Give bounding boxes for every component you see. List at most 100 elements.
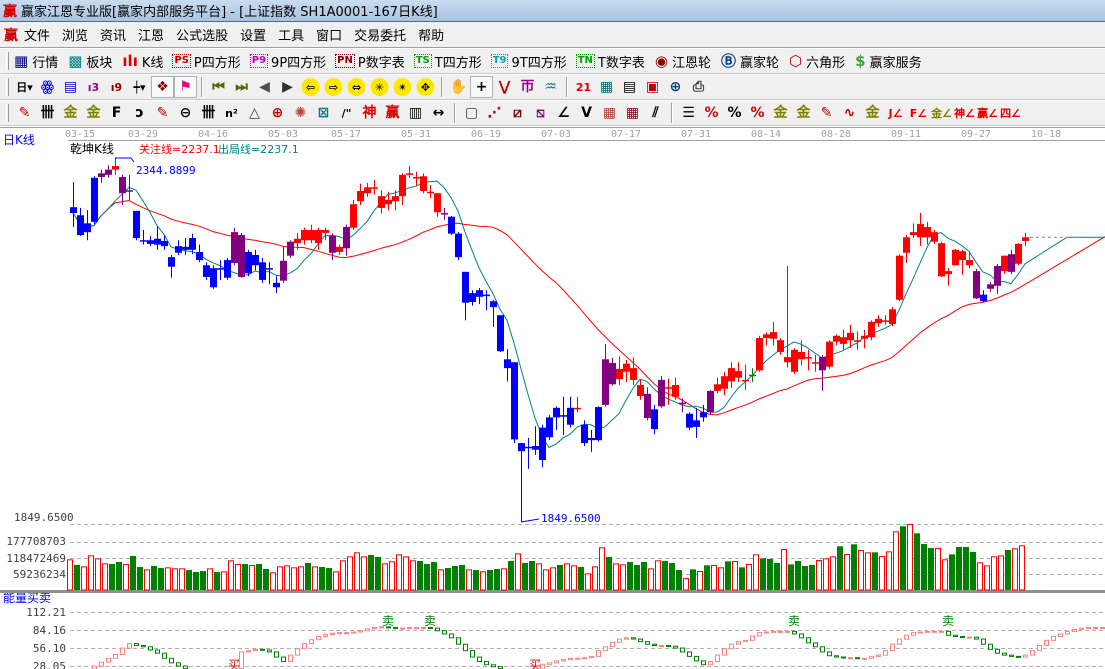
circle-cycle-icon[interactable]: ⊖ bbox=[179, 105, 192, 121]
web-icon[interactable]: ✺ bbox=[294, 105, 307, 121]
scroll-right-icon[interactable]: ▶ bbox=[282, 79, 293, 95]
pattern-tool-icon[interactable]: 帀 bbox=[520, 79, 535, 95]
toolbar-button-sector-blocks[interactable]: ▩ 板块 bbox=[67, 52, 112, 71]
angle-fan-icon[interactable]: ∠ bbox=[557, 105, 570, 121]
toolbar-button-quote-table[interactable]: ▦ 行情 bbox=[13, 52, 58, 71]
menu-browse[interactable]: 浏览 bbox=[62, 29, 89, 44]
square-web-icon[interactable]: ⊠ bbox=[317, 105, 330, 121]
box-fan-icon[interactable]: ⧅ bbox=[536, 105, 545, 121]
crosshair-icon[interactable]: + bbox=[470, 76, 493, 98]
percent-icon[interactable]: % bbox=[727, 105, 742, 121]
measure-icon[interactable]: ↔ bbox=[432, 105, 445, 121]
period-day-dropdown[interactable]: 日▾ bbox=[16, 80, 33, 94]
time-lines-icon[interactable]: 卌 bbox=[201, 105, 216, 121]
last-bar-icon[interactable]: ⏭ bbox=[235, 79, 248, 95]
map-icon[interactable]: ❖ bbox=[151, 76, 174, 98]
save-disk-icon[interactable]: ▣ bbox=[645, 79, 660, 95]
menu-gann[interactable]: 江恩 bbox=[138, 29, 165, 44]
move-left-icon[interactable]: ⇦ bbox=[299, 76, 322, 98]
indicator-9-icon[interactable]: ı9 bbox=[110, 80, 123, 94]
menu-tools[interactable]: 工具 bbox=[278, 29, 305, 44]
four-angle-icon[interactable]: 四∠ bbox=[1000, 106, 1021, 120]
toolbar-button-9p-square[interactable]: P9 9P四方形 bbox=[249, 52, 326, 71]
pen-icon[interactable]: ✎ bbox=[18, 105, 31, 121]
v-lines-icon[interactable]: V bbox=[581, 105, 592, 121]
menu-window[interactable]: 窗口 bbox=[316, 29, 343, 44]
toolbar-button-kline[interactable]: ılı K线 bbox=[121, 52, 163, 71]
menu-file[interactable]: 文件 bbox=[24, 29, 51, 44]
toolbar-grip[interactable] bbox=[6, 104, 9, 122]
gold-circle-icon[interactable]: 金 bbox=[773, 105, 788, 121]
marker-icon[interactable]: ✎ bbox=[820, 105, 833, 121]
toolbar-button-t-square[interactable]: TS T四方形 bbox=[413, 52, 482, 71]
toolbar-button-p-square[interactable]: PS P四方形 bbox=[172, 52, 241, 71]
grid-icon[interactable]: ▦ bbox=[602, 105, 617, 121]
fan-icon[interactable]: ⋰ bbox=[487, 105, 502, 121]
toolbar-button-9t-square[interactable]: T9 9T四方形 bbox=[490, 52, 567, 71]
fibonacci-lines-icon[interactable]: F bbox=[111, 105, 122, 121]
triangle-icon[interactable]: △ bbox=[249, 105, 260, 121]
toolbar-button-dollar-service[interactable]: $ 赢家服务 bbox=[854, 52, 921, 71]
menu-news[interactable]: 资讯 bbox=[100, 29, 127, 44]
panel-divider[interactable] bbox=[0, 590, 1105, 593]
toolbar-grip[interactable] bbox=[6, 52, 9, 70]
flag-icon[interactable]: ⚑ bbox=[174, 76, 197, 98]
line-tool-icon[interactable]: ⋁ bbox=[498, 79, 511, 95]
target-circle-icon[interactable]: ⊕ bbox=[271, 105, 284, 121]
shen-lines-icon[interactable]: 神 bbox=[362, 105, 377, 121]
square-lines-icon[interactable]: n² bbox=[225, 106, 238, 120]
calendar-icon[interactable]: 21 bbox=[575, 80, 592, 94]
gold-icon[interactable]: 金 bbox=[865, 105, 880, 121]
first-bar-icon[interactable]: ⏮ bbox=[212, 79, 225, 95]
document-icon[interactable]: ▤ bbox=[622, 79, 637, 95]
parallel-lines-icon[interactable]: 卌 bbox=[40, 105, 55, 121]
ruler-icon[interactable]: ▥ bbox=[408, 105, 423, 121]
menu-logo[interactable]: 赢 bbox=[4, 27, 18, 44]
color-scheme-icon[interactable]: ꙮ bbox=[40, 79, 55, 95]
printer-icon[interactable]: ⎙ bbox=[692, 79, 705, 95]
gold-lines-2-icon[interactable]: 金 bbox=[86, 105, 101, 121]
gold-level-icon[interactable]: 金 bbox=[796, 105, 811, 121]
menu-formula-screen[interactable]: 公式选股 bbox=[176, 29, 229, 44]
move-all-icon[interactable]: ✥ bbox=[414, 76, 437, 98]
move-right-icon[interactable]: ⇨ bbox=[322, 76, 345, 98]
toolbar-button-t-number-table[interactable]: TN T数字表 bbox=[575, 52, 645, 71]
network-icon[interactable]: ⊕ bbox=[669, 79, 682, 95]
zoom-out-icon[interactable]: ✴ bbox=[391, 76, 414, 98]
hand-icon[interactable]: ✋ bbox=[449, 79, 468, 95]
box-diagonal-icon[interactable]: ⧄ bbox=[513, 105, 522, 121]
toolbar-button-hexagon[interactable]: ⬡ 六角形 bbox=[788, 52, 845, 71]
percent-lines-icon[interactable]: % bbox=[750, 105, 765, 121]
shen-angle-icon[interactable]: 神∠ bbox=[954, 106, 975, 120]
angle-lines-icon[interactable]: /" bbox=[341, 106, 352, 120]
list-icon[interactable]: ☰ bbox=[682, 105, 695, 121]
toolbar-grip[interactable] bbox=[6, 78, 9, 96]
menu-help[interactable]: 帮助 bbox=[418, 29, 445, 44]
sine-wave-icon[interactable]: ∿ bbox=[843, 105, 856, 121]
ying-lines-icon[interactable]: 赢 bbox=[385, 105, 400, 121]
wave-tool-icon[interactable]: ♒ bbox=[544, 79, 557, 95]
toolbar-button-winner-wheel[interactable]: Ⓑ 赢家轮 bbox=[720, 52, 779, 71]
calculator-icon[interactable]: ▦ bbox=[599, 79, 614, 95]
j-angle-icon[interactable]: J∠ bbox=[888, 106, 903, 120]
gold-angle-icon[interactable]: 金∠ bbox=[931, 106, 952, 120]
zoom-width-icon[interactable]: ⇔ bbox=[345, 76, 368, 98]
indicator-3-icon[interactable]: ı3 bbox=[87, 80, 100, 94]
ying-angle-icon[interactable]: 赢∠ bbox=[977, 106, 998, 120]
pen-ruler-icon[interactable]: ✎ bbox=[156, 105, 169, 121]
toolbar-button-gann-wheel[interactable]: ◉ 江恩轮 bbox=[654, 52, 711, 71]
notes-icon[interactable]: ▤ bbox=[63, 79, 78, 95]
candle-type-dropdown[interactable]: ┿▾ bbox=[133, 80, 146, 94]
spiral-icon[interactable]: ↄ bbox=[135, 105, 144, 121]
channel-icon[interactable]: ⫽ bbox=[652, 105, 659, 121]
menu-trade[interactable]: 交易委托 bbox=[354, 29, 407, 44]
f-angle-icon[interactable]: F∠ bbox=[909, 106, 928, 120]
percent-line-icon[interactable]: % bbox=[704, 105, 719, 121]
period-label[interactable]: 日K线 bbox=[3, 133, 35, 147]
gold-lines-icon[interactable]: 金 bbox=[63, 105, 78, 121]
menu-settings[interactable]: 设置 bbox=[240, 29, 267, 44]
energy-title[interactable]: 能量买卖 bbox=[3, 591, 51, 605]
title-bar[interactable]: 赢 赢家江恩专业版[赢家内部服务平台] - [上证指数 SH1A0001-167… bbox=[0, 0, 1105, 22]
scroll-left-icon[interactable]: ◀ bbox=[259, 79, 270, 95]
